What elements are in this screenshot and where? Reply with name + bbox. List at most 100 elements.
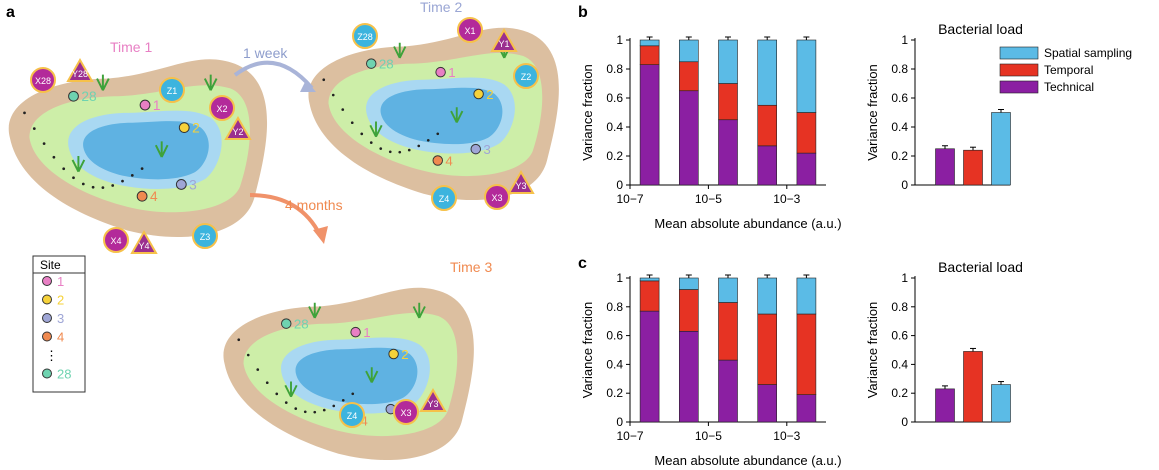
- bar-technical: [718, 119, 738, 186]
- pond-schematic: 28 1 2 3 4 28 1 2 3 4 28 1 2 3 4 X28 Y28 Z1 X2 Y2 Z3 X4 Y4 Z28 X…: [8, 17, 559, 461]
- y-tick-label: 0.4: [606, 120, 623, 134]
- sampling-dot: [360, 132, 364, 136]
- sample-label-Z1: Z1: [167, 86, 178, 96]
- bar-spatial-sampling: [991, 112, 1011, 186]
- sampling-dot: [351, 392, 355, 396]
- sampling-dot: [341, 398, 345, 402]
- x-tick-label: 10−3: [773, 429, 800, 443]
- y-tick-label: 1: [616, 271, 623, 285]
- charts: 0 0.2 0.4 0.6 0.8 1 Variance fraction 10−7 10−5 1…: [580, 21, 1023, 468]
- bar-temporal: [757, 313, 778, 385]
- bar-temporal: [796, 112, 817, 154]
- sample-badge-X1: [457, 17, 483, 43]
- x-axis-label: Mean absolute abundance (a.u.): [654, 216, 841, 231]
- site-legend-title: Site: [40, 258, 61, 272]
- sample-label-X3: X3: [491, 193, 502, 203]
- x-tick-label: 10−5: [695, 429, 722, 443]
- sampling-dot: [388, 150, 392, 154]
- y-tick-label: 0.2: [606, 149, 623, 163]
- time2-label: Time 2: [420, 0, 462, 15]
- sample-label-Z3: Z3: [200, 232, 211, 242]
- y-tick-label: 0.8: [891, 62, 908, 76]
- bar-technical: [678, 90, 699, 186]
- panel-letter-b: b: [578, 4, 588, 21]
- bar-temporal: [639, 280, 660, 312]
- sampling-dot: [322, 78, 326, 82]
- site-legend-label-1: 1: [57, 274, 64, 289]
- site-label-4: 4: [150, 189, 158, 204]
- y-tick-label: 0.8: [606, 62, 623, 76]
- sampling-dot: [275, 392, 279, 396]
- sample-label-X4: X4: [110, 236, 121, 246]
- site-legend-label-4: 4: [57, 330, 64, 345]
- sampling-dot: [23, 111, 26, 115]
- sampling-dot: [313, 410, 317, 414]
- arrow-months: [249, 193, 322, 236]
- sample-badge-Y2: [224, 115, 252, 140]
- y-tick-label: 0: [616, 415, 623, 429]
- sampling-dot: [130, 173, 134, 177]
- sample-badge-X4: [103, 227, 129, 253]
- sample-badge-Z4: [431, 185, 457, 211]
- grass-tuft: [96, 74, 110, 91]
- y-tick-label: 0.4: [891, 120, 908, 134]
- sampling-dot: [341, 108, 345, 111]
- pond-water-inner: [83, 121, 209, 180]
- sampling-dot: [72, 176, 75, 180]
- sample-badge-Z1: [159, 77, 185, 103]
- bar-spatial-sampling: [991, 384, 1011, 423]
- bar-temporal: [757, 104, 778, 147]
- bar-technical: [639, 310, 660, 423]
- sampling-dot: [284, 401, 288, 404]
- grass-tuft: [284, 381, 298, 398]
- x-tick-label: 10−5: [695, 192, 722, 206]
- sampling-dot: [436, 132, 440, 136]
- panel-letter-c: c: [578, 255, 587, 272]
- bar-technical: [935, 388, 955, 423]
- sampling-dot: [426, 138, 430, 142]
- legend-swatch-technical: [999, 80, 1039, 94]
- site-label-3: 3: [483, 142, 490, 157]
- site-label-28: 28: [294, 316, 309, 331]
- site-label-4: 4: [445, 153, 452, 168]
- bar-technical: [718, 359, 738, 423]
- chart-legend: Spatial sampling Temporal Technical: [999, 46, 1132, 94]
- y-axis-label: Variance fraction: [865, 302, 880, 399]
- site-legend-marker-4: [42, 331, 52, 342]
- sample-badge-Z3: [192, 223, 218, 249]
- sampling-dot: [417, 144, 421, 148]
- sampling-dot: [101, 186, 105, 189]
- stacked-chart-c: 0 0.2 0.4 0.6 0.8 1 Variance fraction 10−7 10−5 1…: [580, 271, 842, 468]
- bar-temporal: [718, 83, 738, 121]
- y-axis-label: Variance fraction: [865, 64, 880, 161]
- sample-badge-Z4: [339, 402, 365, 428]
- y-tick-label: 0.2: [891, 149, 908, 163]
- sample-label-X2: X2: [216, 104, 227, 114]
- sampling-dot: [398, 150, 402, 154]
- bar-temporal: [963, 351, 983, 423]
- legend-label-temporal: Temporal: [1044, 63, 1093, 77]
- y-tick-label: 0.2: [891, 386, 908, 400]
- arrow-week-label: 1 week: [243, 45, 288, 61]
- y-tick-label: 0.2: [606, 386, 623, 400]
- site-legend-marker-1: [42, 276, 52, 286]
- pond-water-inner: [380, 87, 503, 145]
- site-label-2: 2: [486, 87, 493, 102]
- x-tick-label: 10−7: [616, 192, 643, 206]
- sampling-dot: [42, 142, 46, 146]
- grass-tuft: [369, 121, 383, 138]
- site-label-1: 1: [363, 325, 370, 340]
- y-tick-label: 1: [901, 33, 908, 47]
- sampling-dot: [91, 185, 95, 189]
- site-label-1: 1: [448, 65, 455, 80]
- site-label-28: 28: [379, 56, 394, 71]
- sampling-dot: [81, 182, 85, 186]
- sampling-dot: [256, 368, 260, 371]
- sample-badge-Y3: [507, 169, 535, 194]
- arrow-week: [233, 60, 314, 90]
- site-legend-label-3: 3: [57, 311, 64, 326]
- sample-label-Y4: Y4: [138, 241, 149, 251]
- grass-tuft: [203, 74, 218, 91]
- sample-label-Y3: Y3: [515, 181, 526, 191]
